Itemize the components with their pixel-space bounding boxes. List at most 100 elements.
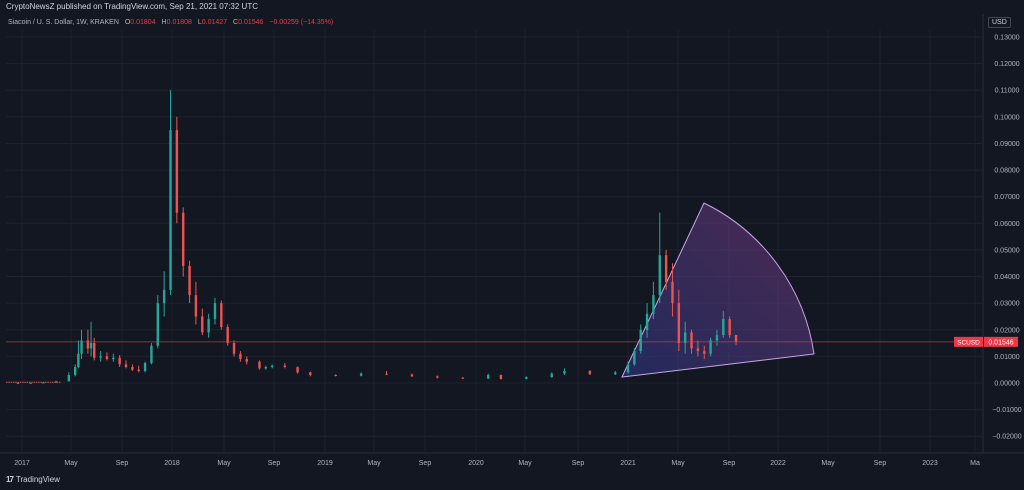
time-tick-label: Sep (572, 460, 585, 467)
open-value: 0.01804 (130, 19, 156, 26)
candle-body (410, 374, 414, 377)
candle-body (385, 373, 388, 375)
candle-body (264, 367, 268, 369)
price-tick-label: 0.05000 (994, 247, 1019, 254)
symbol-tag-label: SCUSD (957, 339, 980, 346)
candle-body (270, 365, 274, 368)
high-label: H (161, 19, 167, 26)
candle-body (626, 364, 630, 373)
time-tick-label: May (671, 460, 685, 467)
candle-body (715, 335, 719, 341)
candle-body (213, 303, 217, 320)
time-tick-label: Sep (874, 460, 887, 467)
price-tick-label: 0.04000 (994, 274, 1019, 281)
symbol-name[interactable]: Siacoin / U. S. Dollar, 1W, KRAKEN (8, 19, 119, 26)
price-tick-label: 0.10000 (994, 114, 1019, 121)
candle-body (709, 340, 712, 354)
candle-body (182, 212, 185, 266)
candle-body (175, 130, 179, 213)
high-value: 0.01808 (166, 19, 192, 26)
price-tick-label: 0.02000 (994, 327, 1019, 334)
time-tick-label: Sep (419, 460, 432, 467)
candle-body (658, 255, 661, 296)
price-tick-label: 0.08000 (994, 168, 1019, 175)
time-tick-label: Sep (723, 460, 736, 467)
candle-body (80, 340, 83, 354)
published-caption: CryptoNewsZ published on TradingView.com… (6, 2, 258, 11)
candle-body (334, 375, 337, 377)
candle-body (194, 295, 198, 317)
candle-body (232, 343, 236, 354)
price-tick-label: 0.09000 (994, 141, 1019, 148)
time-tick-label: Sep (116, 460, 129, 467)
candle-body (487, 375, 490, 379)
time-tick-label: Ma (970, 460, 980, 467)
candle-body (67, 375, 71, 382)
time-tick-label: Sep (268, 460, 281, 467)
candle-body (664, 255, 668, 282)
candle-body (683, 332, 687, 344)
candle-body (169, 130, 172, 290)
candle-body (207, 319, 210, 333)
candle-body (296, 367, 299, 373)
candle-body (258, 361, 261, 369)
time-tick-label: 2023 (922, 460, 938, 467)
candle-body (563, 371, 566, 374)
candle-body (722, 319, 725, 336)
price-tick-label: 0.11000 (995, 88, 1020, 95)
time-tick-label: 2022 (770, 460, 786, 467)
candlestick-series (6, 90, 738, 384)
candle-body (73, 367, 77, 376)
candle-body (499, 375, 503, 380)
candle-body (671, 281, 674, 304)
time-tick-label: 2018 (164, 460, 180, 467)
candle-body (156, 303, 159, 346)
currency-button[interactable]: USD (988, 17, 1011, 28)
candle-body (118, 357, 121, 365)
time-tick-label: 2020 (468, 460, 484, 467)
candle-body (226, 327, 229, 344)
candle-body (54, 381, 58, 383)
candle-body (77, 353, 80, 368)
candle-body (461, 377, 464, 379)
candle-body (652, 295, 655, 314)
candle-body (614, 372, 617, 375)
fan-sector[interactable] (621, 202, 815, 378)
candle-body (29, 382, 32, 384)
time-tick-label: May (821, 460, 835, 467)
tradingview-logo: 17 TradingView (6, 475, 60, 484)
candle-body (525, 377, 528, 380)
price-tick-label: 0.03000 (994, 301, 1019, 308)
change-value: −0.00259 (−14.35%) (269, 19, 334, 26)
candle-body (588, 371, 592, 375)
time-tick-label: 2019 (317, 460, 333, 467)
last-price-line: SCUSD 0.01546 (6, 336, 1018, 347)
candle-body (550, 373, 553, 378)
low-value: 0.01427 (201, 19, 228, 26)
symbol-legend: Siacoin / U. S. Dollar, 1W, KRAKEN O0.01… (8, 19, 333, 26)
fan-drawing (621, 202, 815, 378)
brand-name: TradingView (15, 475, 60, 484)
candle-body (150, 345, 153, 364)
price-tick-label: 0.00000 (994, 381, 1019, 388)
time-tick-label: May (367, 460, 381, 467)
candle-body (436, 376, 439, 378)
candle-body (99, 356, 102, 358)
time-tick-label: 2021 (620, 460, 636, 467)
candle-body (143, 363, 147, 372)
candle-body (105, 356, 109, 360)
candle-body (645, 313, 649, 330)
price-tick-label: −0.02000 (992, 434, 1021, 441)
time-tick-label: 2017 (14, 460, 30, 467)
candle-body (86, 340, 90, 349)
close-label: C (233, 19, 239, 26)
candle-body (703, 351, 706, 354)
candle-body (728, 319, 731, 336)
candle-body (696, 348, 700, 352)
candle-body (239, 353, 242, 360)
close-value: 0.01546 (238, 19, 264, 26)
price-tick-label: 0.07000 (994, 194, 1019, 201)
price-tick-label: 0.01000 (994, 354, 1019, 361)
candle-body (359, 373, 363, 376)
